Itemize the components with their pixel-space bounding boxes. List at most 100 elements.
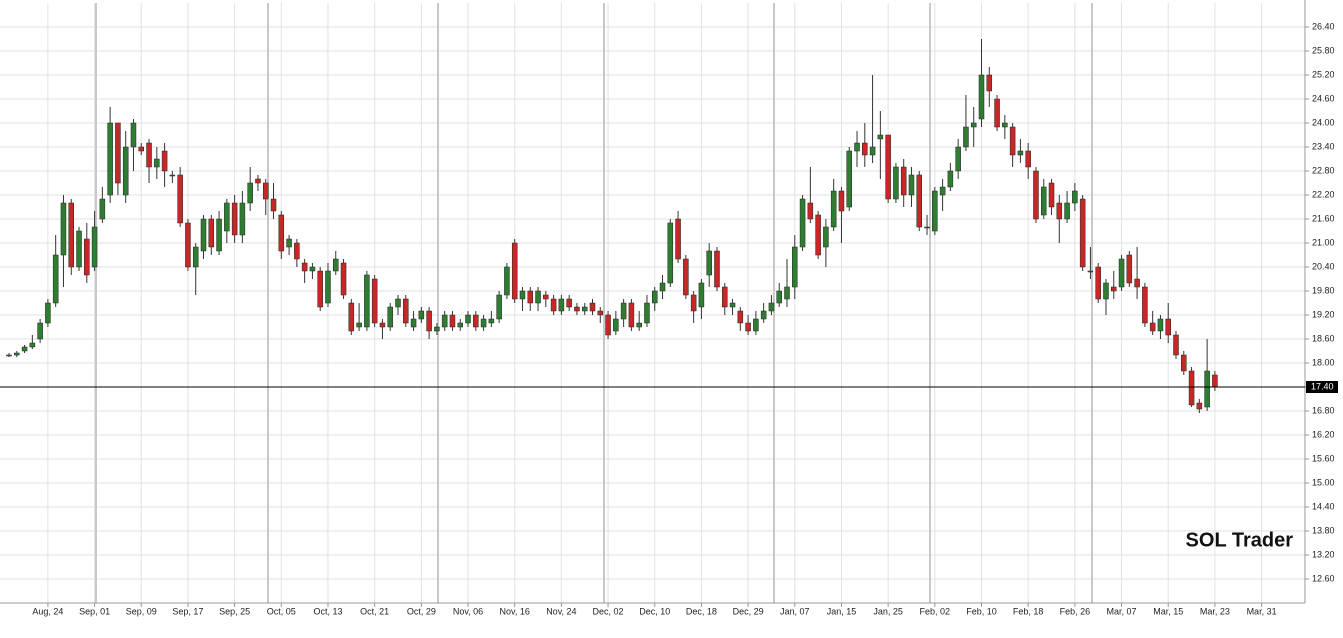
- candle-body: [488, 318, 495, 324]
- candle-body: [146, 142, 152, 168]
- candle-body: [84, 238, 90, 276]
- candle-body: [208, 218, 215, 248]
- candle-body: [216, 218, 222, 252]
- candle-body: [924, 226, 930, 229]
- x-tick-label: Dec, 10: [639, 606, 670, 616]
- candle-body: [978, 74, 985, 120]
- last-price-box: [1306, 381, 1338, 393]
- y-tick-label: 14.40: [1312, 501, 1335, 511]
- x-tick-label: Sep, 09: [126, 606, 157, 616]
- candle-body: [348, 302, 355, 332]
- y-tick-label: 20.40: [1312, 261, 1335, 271]
- candle-body: [301, 262, 308, 272]
- candle-body: [659, 282, 666, 292]
- candle-body: [605, 314, 611, 336]
- candle-body: [714, 250, 720, 288]
- x-tick-label: Mar, 23: [1200, 606, 1230, 616]
- candle-body: [597, 310, 604, 316]
- candle-body: [403, 298, 409, 324]
- candle-body: [550, 298, 557, 312]
- candle-body: [441, 314, 448, 328]
- candle-body: [1009, 126, 1016, 156]
- candle-body: [185, 222, 191, 268]
- candle-body: [760, 310, 767, 320]
- candle-body: [356, 322, 362, 328]
- last-price-label: 17.40: [1311, 381, 1334, 391]
- candle-body: [68, 202, 74, 268]
- x-tick-label: Jan, 07: [780, 606, 810, 616]
- candle-body: [667, 222, 674, 284]
- y-tick-label: 24.60: [1312, 93, 1335, 103]
- candle-body: [387, 306, 393, 328]
- x-tick-label: Aug, 24: [32, 606, 63, 616]
- y-tick-label: 18.60: [1312, 333, 1335, 343]
- candle-body: [543, 294, 549, 300]
- candle-body: [130, 122, 137, 148]
- y-tick-label: 12.60: [1312, 573, 1335, 583]
- candle-body: [1017, 150, 1024, 156]
- candle-body: [138, 146, 145, 152]
- candle-body: [854, 142, 860, 152]
- y-tick-label: 22.20: [1312, 189, 1335, 199]
- x-tick-label: Dec, 29: [733, 606, 764, 616]
- candle-body: [45, 302, 51, 324]
- candle-body: [1025, 150, 1031, 168]
- candle-body: [177, 174, 183, 224]
- candle-body: [278, 214, 285, 252]
- candle-body: [122, 146, 129, 196]
- candle-body: [620, 302, 627, 320]
- candle-body: [574, 306, 580, 312]
- candle-body: [434, 326, 440, 332]
- candle-body: [294, 242, 300, 260]
- candle-body: [192, 246, 199, 268]
- candle-body: [729, 302, 736, 308]
- candle-body: [581, 306, 588, 312]
- x-tick-label: Feb, 18: [1013, 606, 1044, 616]
- candle-body: [955, 146, 961, 172]
- watermark: SOL Trader: [1186, 529, 1294, 551]
- candle-body: [333, 258, 339, 272]
- candle-body: [862, 142, 868, 156]
- y-tick-label: 13.20: [1312, 549, 1335, 559]
- candle-body: [340, 262, 347, 296]
- candle-body: [239, 202, 246, 236]
- candle-body: [1040, 186, 1047, 216]
- candle-body: [932, 190, 938, 232]
- candle-body: [286, 238, 292, 248]
- y-tick-label: 16.20: [1312, 429, 1335, 439]
- candle-body: [737, 310, 744, 324]
- candle-body: [224, 202, 230, 232]
- candle-body: [683, 258, 689, 296]
- candle-body: [37, 322, 43, 340]
- candle-body: [846, 150, 852, 208]
- x-tick-label: Dec, 18: [686, 606, 717, 616]
- candle-body: [1002, 122, 1008, 128]
- x-tick-label: Dec, 02: [593, 606, 624, 616]
- candle-body: [317, 270, 323, 308]
- y-tick-label: 25.80: [1312, 45, 1335, 55]
- candle-body: [154, 158, 160, 168]
- candle-body: [792, 246, 798, 288]
- y-tick-label: 16.80: [1312, 405, 1335, 415]
- y-tick-label: 19.80: [1312, 285, 1335, 295]
- overlay: 17.40: [0, 381, 1338, 393]
- candle-body: [519, 290, 526, 300]
- x-tick-label: Oct, 21: [360, 606, 389, 616]
- y-tick-label: 13.80: [1312, 525, 1335, 535]
- candle-body: [986, 74, 993, 92]
- candle-body: [1087, 270, 1094, 273]
- candle-body: [939, 186, 946, 196]
- candle-body: [371, 278, 378, 324]
- candle-body: [1165, 318, 1171, 336]
- candle-body: [6, 354, 12, 357]
- y-tick-label: 26.40: [1312, 21, 1335, 31]
- candle-body: [753, 318, 759, 332]
- x-tick-label: Mar, 07: [1107, 606, 1137, 616]
- candle-body: [1157, 318, 1164, 332]
- candle-body: [1056, 202, 1063, 220]
- candle-body: [21, 346, 28, 352]
- candle-body: [496, 294, 502, 320]
- candle-body: [613, 318, 619, 332]
- candle-body: [527, 290, 534, 304]
- candle-body: [970, 122, 977, 128]
